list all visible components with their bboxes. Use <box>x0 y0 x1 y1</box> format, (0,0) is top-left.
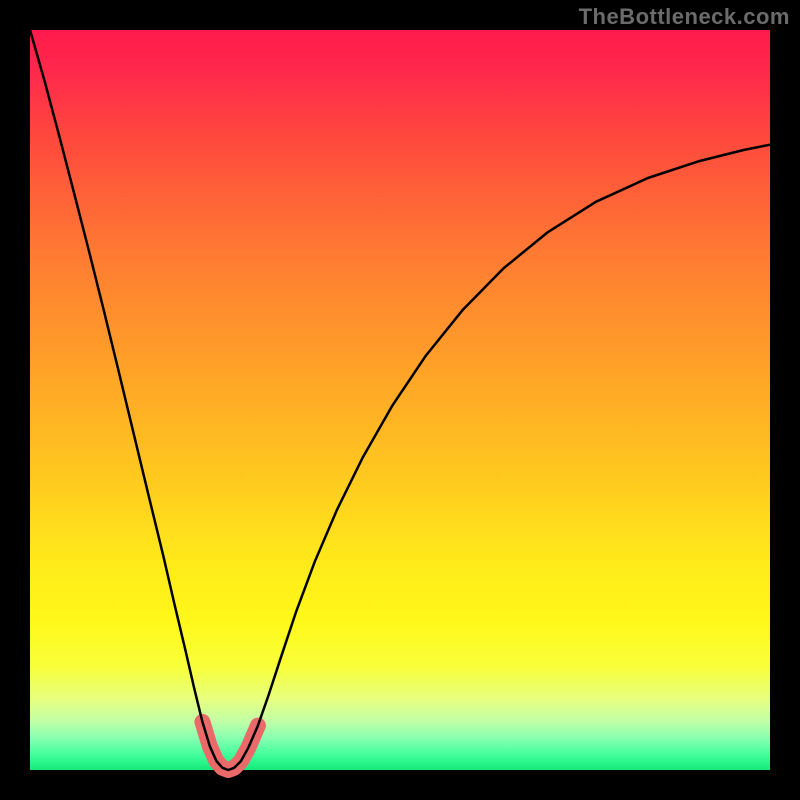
watermark-text: TheBottleneck.com <box>579 4 790 30</box>
bottleneck-chart: TheBottleneck.com <box>0 0 800 800</box>
chart-plot-area <box>30 30 770 770</box>
chart-svg <box>0 0 800 800</box>
